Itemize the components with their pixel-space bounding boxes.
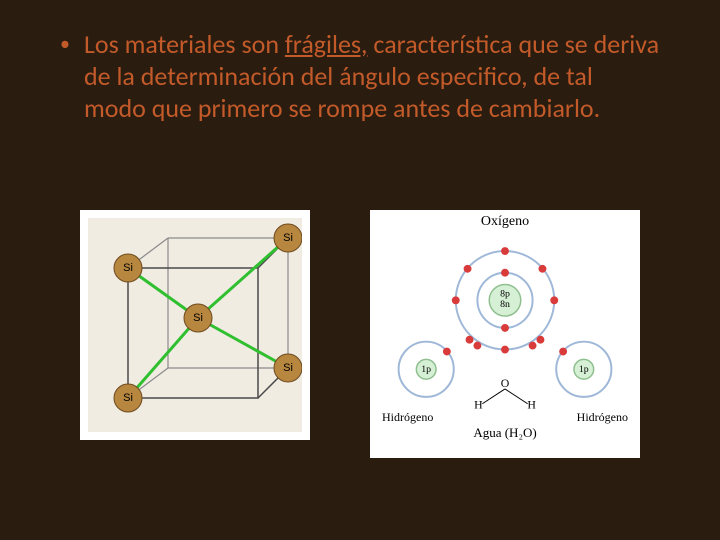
svg-text:8p: 8p <box>500 288 510 299</box>
svg-text:Si: Si <box>283 232 293 244</box>
svg-text:Si: Si <box>123 262 133 274</box>
bullet-emphasis: frágiles, <box>285 28 368 60</box>
figures-row: Si Si Si Si Si Oxígeno <box>0 210 720 458</box>
si-atom-corner: Si <box>114 384 142 412</box>
svg-text:O: O <box>501 376 510 390</box>
svg-text:Si: Si <box>283 362 293 374</box>
svg-text:H: H <box>474 398 483 410</box>
bullet-item: • Los materiales son frágiles, caracterí… <box>60 28 660 124</box>
figure-water-molecule: Oxígeno 8p 8n <box>370 210 640 458</box>
oxygen-title: Oxígeno <box>372 214 638 230</box>
svg-text:Si: Si <box>193 312 203 324</box>
svg-text:1p: 1p <box>421 364 431 375</box>
si-atom-corner: Si <box>114 254 142 282</box>
water-captions: Hidrógeno Hidrógeno Agua (H₂O) <box>372 410 638 440</box>
bullet-lead: Los materiales son <box>84 28 285 60</box>
silicon-cube-svg: Si Si Si Si Si <box>88 218 302 432</box>
svg-text:H: H <box>527 398 536 410</box>
hydrogen-right-caption: Hidrógeno <box>577 410 628 424</box>
svg-text:Si: Si <box>123 392 133 404</box>
water-svg: 8p 8n 1p 1p <box>372 230 638 410</box>
svg-text:8n: 8n <box>500 299 510 310</box>
figure-silicon-cube: Si Si Si Si Si <box>80 210 310 440</box>
si-atom-corner: Si <box>274 354 302 382</box>
si-atom-center: Si <box>184 304 212 332</box>
bullet-marker: • <box>60 28 70 60</box>
hydrogen-left-caption: Hidrógeno <box>382 410 433 424</box>
water-formula-caption: Agua (H₂O) <box>372 426 638 440</box>
bullet-text: Los materiales son frágiles, característ… <box>84 28 660 124</box>
svg-text:1p: 1p <box>579 364 589 375</box>
si-atom-corner: Si <box>274 224 302 252</box>
